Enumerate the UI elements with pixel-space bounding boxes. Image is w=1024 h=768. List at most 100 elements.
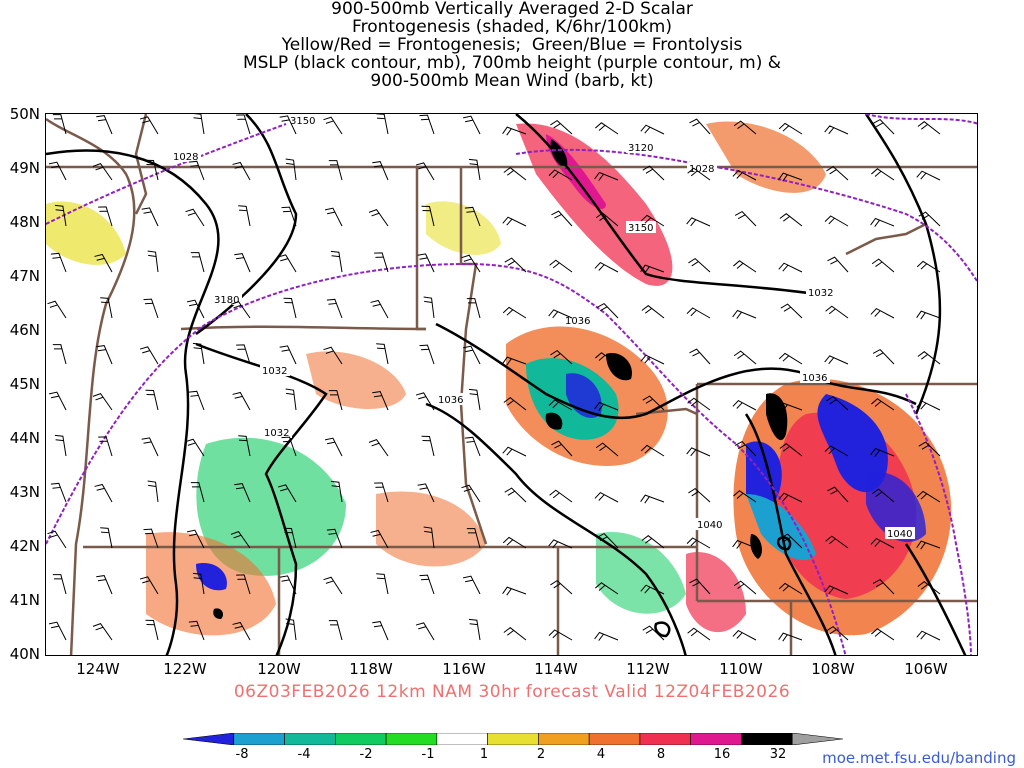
wind-barb <box>733 120 757 135</box>
wind-barb <box>733 580 757 595</box>
lat-label-48n: 48N <box>9 213 40 231</box>
wind-barb <box>502 216 527 227</box>
wind-barb <box>188 160 205 181</box>
wind-barb <box>232 161 251 181</box>
wind-barb <box>141 207 159 227</box>
wind-barb <box>281 206 297 227</box>
wind-barb <box>871 258 895 273</box>
wind-barb <box>236 574 251 595</box>
wind-barb <box>596 302 619 319</box>
wind-barb <box>330 250 343 273</box>
wind-barb <box>238 435 251 457</box>
wind-barb <box>872 348 895 365</box>
lon-label-110w: 110W <box>719 660 763 678</box>
mslp-contours <box>46 114 967 655</box>
title-line-1: 900-500mb Vertically Averaged 2-D Scalar <box>331 0 693 19</box>
wind-barb <box>468 618 481 641</box>
wind-barb <box>236 344 251 365</box>
wind-barb <box>48 621 67 641</box>
wind-barb <box>462 575 481 595</box>
colorbar-label: 32 <box>769 747 787 762</box>
wind-barb <box>549 259 573 273</box>
wind-barb <box>778 172 803 182</box>
lat-label-47n: 47N <box>9 267 40 285</box>
wind-barb <box>372 161 389 181</box>
lat-label-44n: 44N <box>9 429 40 447</box>
lat-label-49n: 49N <box>9 159 40 177</box>
wind-barb <box>139 116 159 135</box>
title-line-3: Yellow/Red = Frontogenesis; Green/Blue =… <box>281 35 743 55</box>
wind-barb <box>917 581 941 595</box>
lat-label-42n: 42N <box>9 537 40 555</box>
wind-barb <box>462 115 481 135</box>
wind-barb <box>277 484 297 503</box>
wind-barb <box>98 206 113 227</box>
wind-barb <box>285 618 297 641</box>
wind-barb <box>640 444 665 457</box>
wind-barb <box>548 539 573 549</box>
wind-barb <box>778 402 803 412</box>
colorbar-label: 8 <box>656 747 666 762</box>
wind-barb <box>419 344 435 365</box>
wind-barb <box>502 306 527 319</box>
wind-barb <box>423 526 435 549</box>
wind-barb <box>503 167 527 181</box>
wind-barb <box>94 253 113 273</box>
wind-barb <box>686 307 711 319</box>
mslp-label: 1032 <box>264 428 289 439</box>
wind-barb <box>502 586 527 596</box>
wind-barb <box>324 207 343 227</box>
wind-barb <box>594 491 619 503</box>
wind-barb <box>48 161 67 181</box>
wind-barb <box>640 354 665 365</box>
colorbar-label: -8 <box>235 747 249 762</box>
wind-barb <box>689 348 711 365</box>
wind-barb <box>143 528 159 549</box>
wind-barb <box>376 343 389 365</box>
wind-barb <box>734 210 757 227</box>
wind-barb <box>52 574 67 595</box>
wind-barb <box>376 114 389 135</box>
wind-barb <box>872 578 895 595</box>
wind-barb <box>641 535 665 549</box>
wind-barb <box>464 436 481 457</box>
wind-barb <box>50 482 67 503</box>
wind-barb <box>642 625 665 641</box>
wind-barb <box>502 356 527 366</box>
wind-barb <box>687 397 711 411</box>
colorbar-swatch <box>690 733 742 745</box>
wind-barb <box>778 632 803 642</box>
wind-barb <box>285 158 297 181</box>
source-link[interactable]: moe.met.fsu.edu/banding <box>822 749 1016 767</box>
colorbar-label: -1 <box>421 747 435 762</box>
wind-barb <box>827 486 849 503</box>
wind-barb <box>641 305 665 319</box>
wind-barb <box>824 125 849 135</box>
wind-barb <box>502 446 527 457</box>
wind-barb <box>595 352 619 365</box>
wind-barb <box>326 298 343 319</box>
wind-barb <box>732 629 757 641</box>
wind-barb <box>100 297 113 319</box>
wind-barb <box>548 399 573 411</box>
mslp-label: 1032 <box>262 366 287 377</box>
wind-barb <box>281 436 297 457</box>
wind-barb <box>139 346 159 365</box>
wind-barb <box>372 621 389 641</box>
wind-barb <box>328 620 343 641</box>
wind-barb <box>824 355 849 365</box>
wind-barb <box>548 309 573 319</box>
lon-label-114w: 114W <box>534 660 578 678</box>
wind-barb <box>323 346 343 365</box>
wind-barb <box>826 625 849 641</box>
wind-barb <box>98 436 113 457</box>
mslp-label: 1040 <box>697 520 722 531</box>
wind-barb <box>54 434 67 457</box>
mslp-label: 1036 <box>438 395 463 406</box>
map-panel: 1028 1028 1032 1032 1032 1036 1036 1036 … <box>45 113 978 656</box>
wind-barb <box>732 309 757 319</box>
mslp-label: 1036 <box>565 316 590 327</box>
wind-barb <box>778 122 803 135</box>
wind-barb <box>328 390 343 411</box>
wind-barb <box>824 585 849 595</box>
